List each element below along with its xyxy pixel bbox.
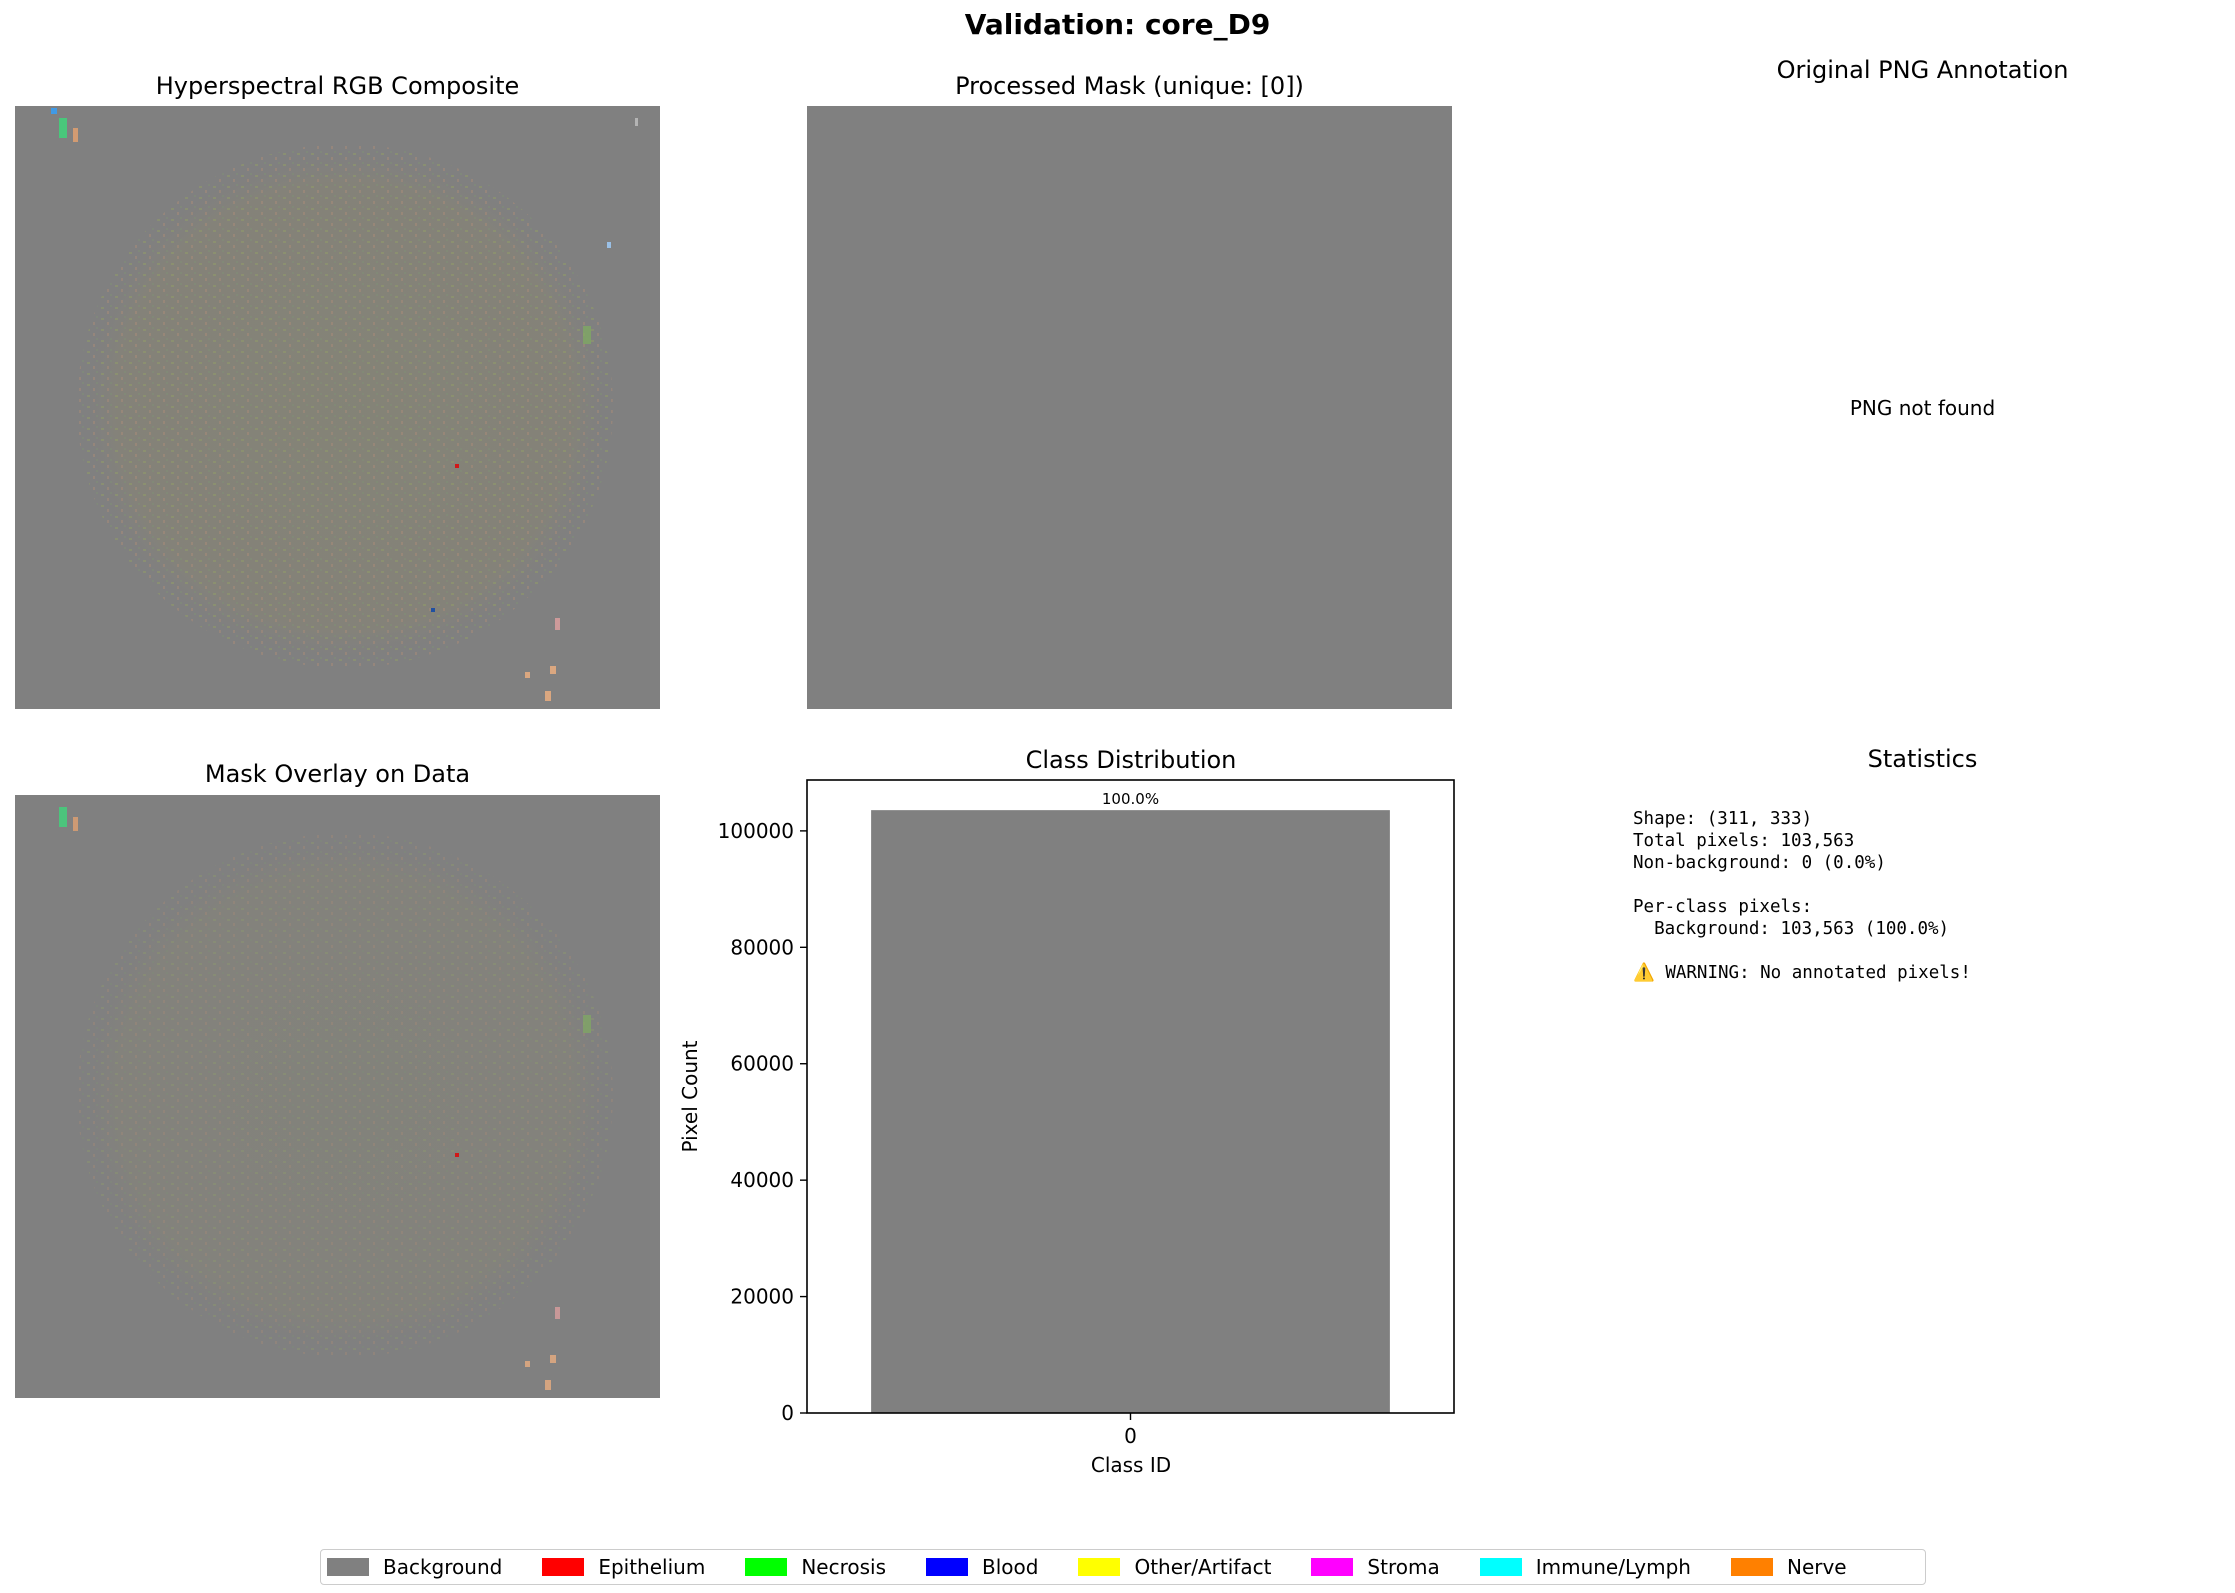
chart-ylabel: Pixel Count bbox=[678, 1040, 702, 1152]
y-tick-label: 100000 bbox=[718, 819, 794, 843]
x-tick-label: 0 bbox=[1124, 1424, 1137, 1448]
legend-label: Nerve bbox=[1786, 1555, 1847, 1579]
legend-label: Stroma bbox=[1367, 1555, 1440, 1579]
legend-item: Epithelium bbox=[542, 1555, 705, 1579]
y-tick-label: 40000 bbox=[730, 1168, 794, 1192]
legend-swatch bbox=[926, 1558, 968, 1576]
legend-swatch bbox=[542, 1558, 585, 1576]
legend-label: Blood bbox=[982, 1555, 1039, 1579]
chart-title: Class Distribution bbox=[1026, 746, 1237, 774]
bar bbox=[871, 810, 1390, 1413]
rgb-texture bbox=[51, 108, 638, 701]
statistics-line: Non-background: 0 (0.0%) bbox=[1633, 853, 1886, 873]
legend-item: Stroma bbox=[1311, 1555, 1440, 1579]
legend-item: Background bbox=[327, 1555, 502, 1579]
chart-xlabel: Class ID bbox=[1091, 1453, 1171, 1477]
legend-swatch bbox=[1479, 1558, 1522, 1576]
figure-title: Validation: core_D9 bbox=[964, 8, 1271, 41]
legend-item: Nerve bbox=[1730, 1555, 1847, 1579]
legend-label: Epithelium bbox=[598, 1555, 706, 1579]
statistics-line: Shape: (311, 333) bbox=[1633, 809, 1813, 829]
statistics-line bbox=[1633, 940, 1971, 962]
bar-data-label: 100.0% bbox=[1102, 790, 1159, 808]
legend-item: Necrosis bbox=[745, 1555, 886, 1579]
processed-mask-image bbox=[807, 106, 1452, 709]
class-distribution-chart: Class Distribution 100.0% 0 0 20000 40000 600… bbox=[678, 746, 1455, 1477]
legend-label: Background bbox=[383, 1555, 503, 1579]
statistics-line: Per-class pixels: bbox=[1633, 897, 1813, 917]
y-tick-label: 20000 bbox=[730, 1285, 794, 1309]
png-not-found-message: PNG not found bbox=[1849, 396, 1996, 420]
legend-item: Blood bbox=[926, 1555, 1038, 1579]
legend-item: Immune/Lymph bbox=[1479, 1555, 1691, 1579]
legend-swatch bbox=[1730, 1558, 1773, 1576]
legend-swatch bbox=[327, 1558, 369, 1576]
overlay-image bbox=[15, 795, 660, 1398]
png-annotation-title: Original PNG Annotation bbox=[1776, 56, 2069, 84]
rgb-composite-image bbox=[15, 106, 660, 709]
statistics-line: ⚠️ WARNING: No annotated pixels! bbox=[1633, 963, 1971, 983]
class-legend: Background Epithelium Necrosis Blood Other/A… bbox=[320, 1549, 1926, 1585]
statistics-line bbox=[1633, 874, 1971, 896]
legend-swatch bbox=[1311, 1558, 1354, 1576]
y-tick-label: 80000 bbox=[730, 935, 794, 959]
statistics-title: Statistics bbox=[1867, 745, 1978, 773]
legend-label: Immune/Lymph bbox=[1535, 1555, 1691, 1579]
legend-swatch bbox=[1078, 1558, 1121, 1576]
legend-label: Necrosis bbox=[801, 1555, 886, 1579]
processed-mask-title: Processed Mask (unique: [0]) bbox=[955, 72, 1304, 100]
legend-swatch bbox=[745, 1558, 788, 1576]
y-tick-label: 60000 bbox=[730, 1052, 794, 1076]
chart-plot-area: 100.0% 0 0 20000 40000 60000 80000 100000 bbox=[718, 790, 1390, 1448]
rgb-composite-title: Hyperspectral RGB Composite bbox=[155, 72, 520, 100]
chart-frame bbox=[806, 779, 1455, 1414]
overlay-title: Mask Overlay on Data bbox=[204, 760, 471, 788]
y-tick-label: 0 bbox=[781, 1401, 794, 1425]
statistics-text: Shape: (311, 333) Total pixels: 103,563 No… bbox=[1633, 808, 1971, 984]
overlay-texture bbox=[59, 807, 613, 1390]
statistics-line: Background: 103,563 (100.0%) bbox=[1633, 919, 1950, 939]
legend-item: Other/Artifact bbox=[1078, 1555, 1271, 1579]
legend-label: Other/Artifact bbox=[1134, 1555, 1272, 1579]
statistics-line: Total pixels: 103,563 bbox=[1633, 831, 1855, 851]
